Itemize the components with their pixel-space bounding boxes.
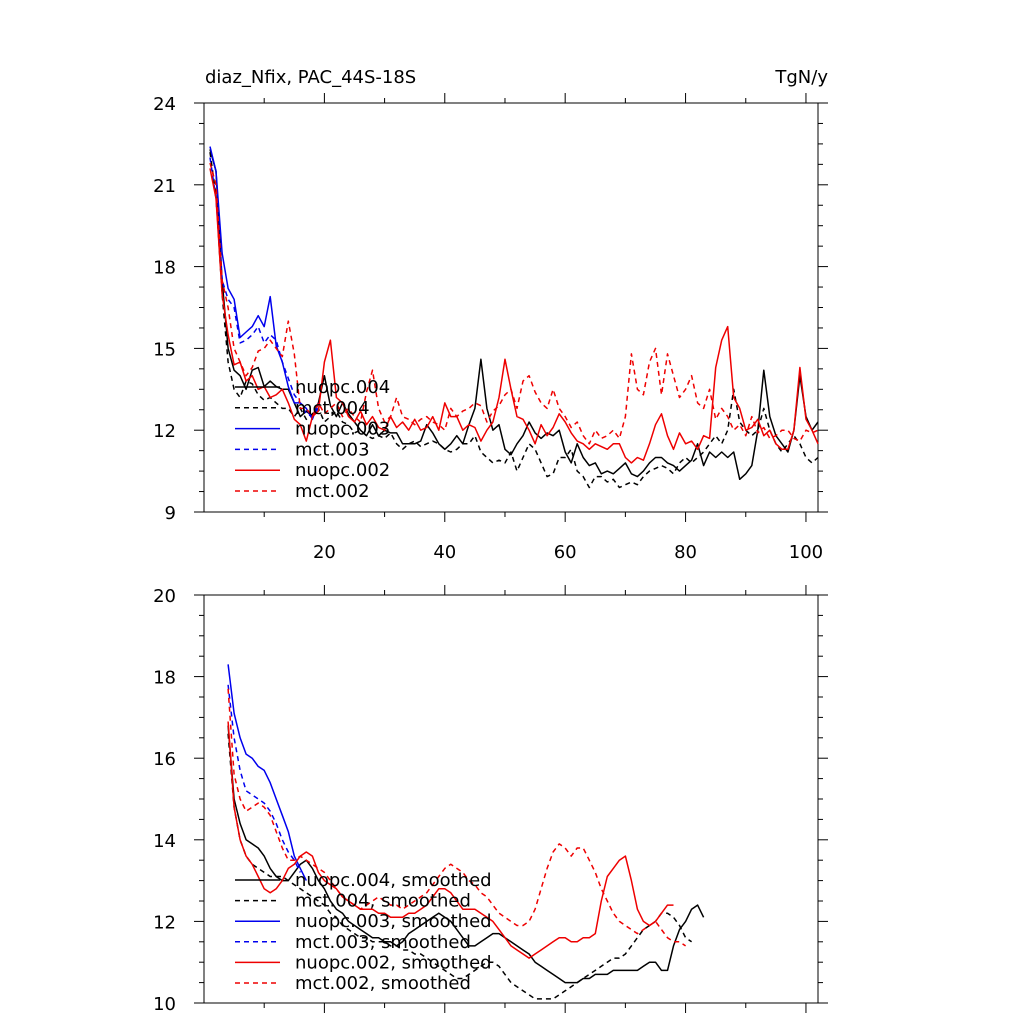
chart-title: diaz_Nfix, PAC_44S-18S <box>205 67 416 88</box>
legend-label: mct.002 <box>295 481 370 502</box>
y-tick-label: 12 <box>153 912 176 933</box>
y-tick-label: 15 <box>153 339 176 360</box>
series-line-1 <box>227 733 693 1000</box>
y-tick-label: 9 <box>165 503 176 524</box>
y-tick-label: 18 <box>153 668 176 689</box>
legend-label: mct.003, smoothed <box>295 932 471 953</box>
legend-label: mct.003 <box>295 439 370 460</box>
y-tick-label: 10 <box>153 994 176 1015</box>
top-panel: diaz_Nfix, PAC_44S-18S TgN/y 20 40 60 80 100… <box>153 67 828 563</box>
series-line-4 <box>227 721 674 959</box>
legend-label: mct.002, smoothed <box>295 973 471 994</box>
y-tick-label: 20 <box>153 586 176 607</box>
series-line-4 <box>209 168 819 464</box>
series-line-3 <box>227 684 301 873</box>
y-tick-label: 24 <box>153 94 176 115</box>
units-label: TgN/y <box>774 67 828 88</box>
legend-label: nuopc.003, smoothed <box>295 911 492 932</box>
legend-label: mct.004, smoothed <box>295 891 471 912</box>
x-tick-label: 100 <box>789 542 823 563</box>
legend-label: nuopc.003 <box>295 419 390 440</box>
y-tick-label: 21 <box>153 176 176 197</box>
legend-label: nuopc.002, smoothed <box>295 952 492 973</box>
bottom-panel: 10 12 14 16 18 20 nuopc.004, smoothedmct.004, … <box>153 585 828 1015</box>
series-line-2 <box>227 664 307 881</box>
legend-label: nuopc.002 <box>295 460 390 481</box>
legend-label: mct.004 <box>295 398 370 419</box>
y-tick-label: 16 <box>153 749 176 770</box>
legend-label: nuopc.004, smoothed <box>295 870 492 891</box>
y-tick-label: 14 <box>153 831 176 852</box>
x-tick-label: 40 <box>433 542 456 563</box>
legend-label: nuopc.004 <box>295 377 390 398</box>
x-tick-label: 20 <box>313 542 336 563</box>
y-tick-label: 12 <box>153 421 176 442</box>
series-line-5 <box>227 688 687 947</box>
y-tick-label: 18 <box>153 258 176 279</box>
series-line-1 <box>209 151 819 489</box>
x-tick-label: 80 <box>674 542 697 563</box>
x-tick-label: 60 <box>554 542 577 563</box>
series-line-5 <box>209 162 819 445</box>
